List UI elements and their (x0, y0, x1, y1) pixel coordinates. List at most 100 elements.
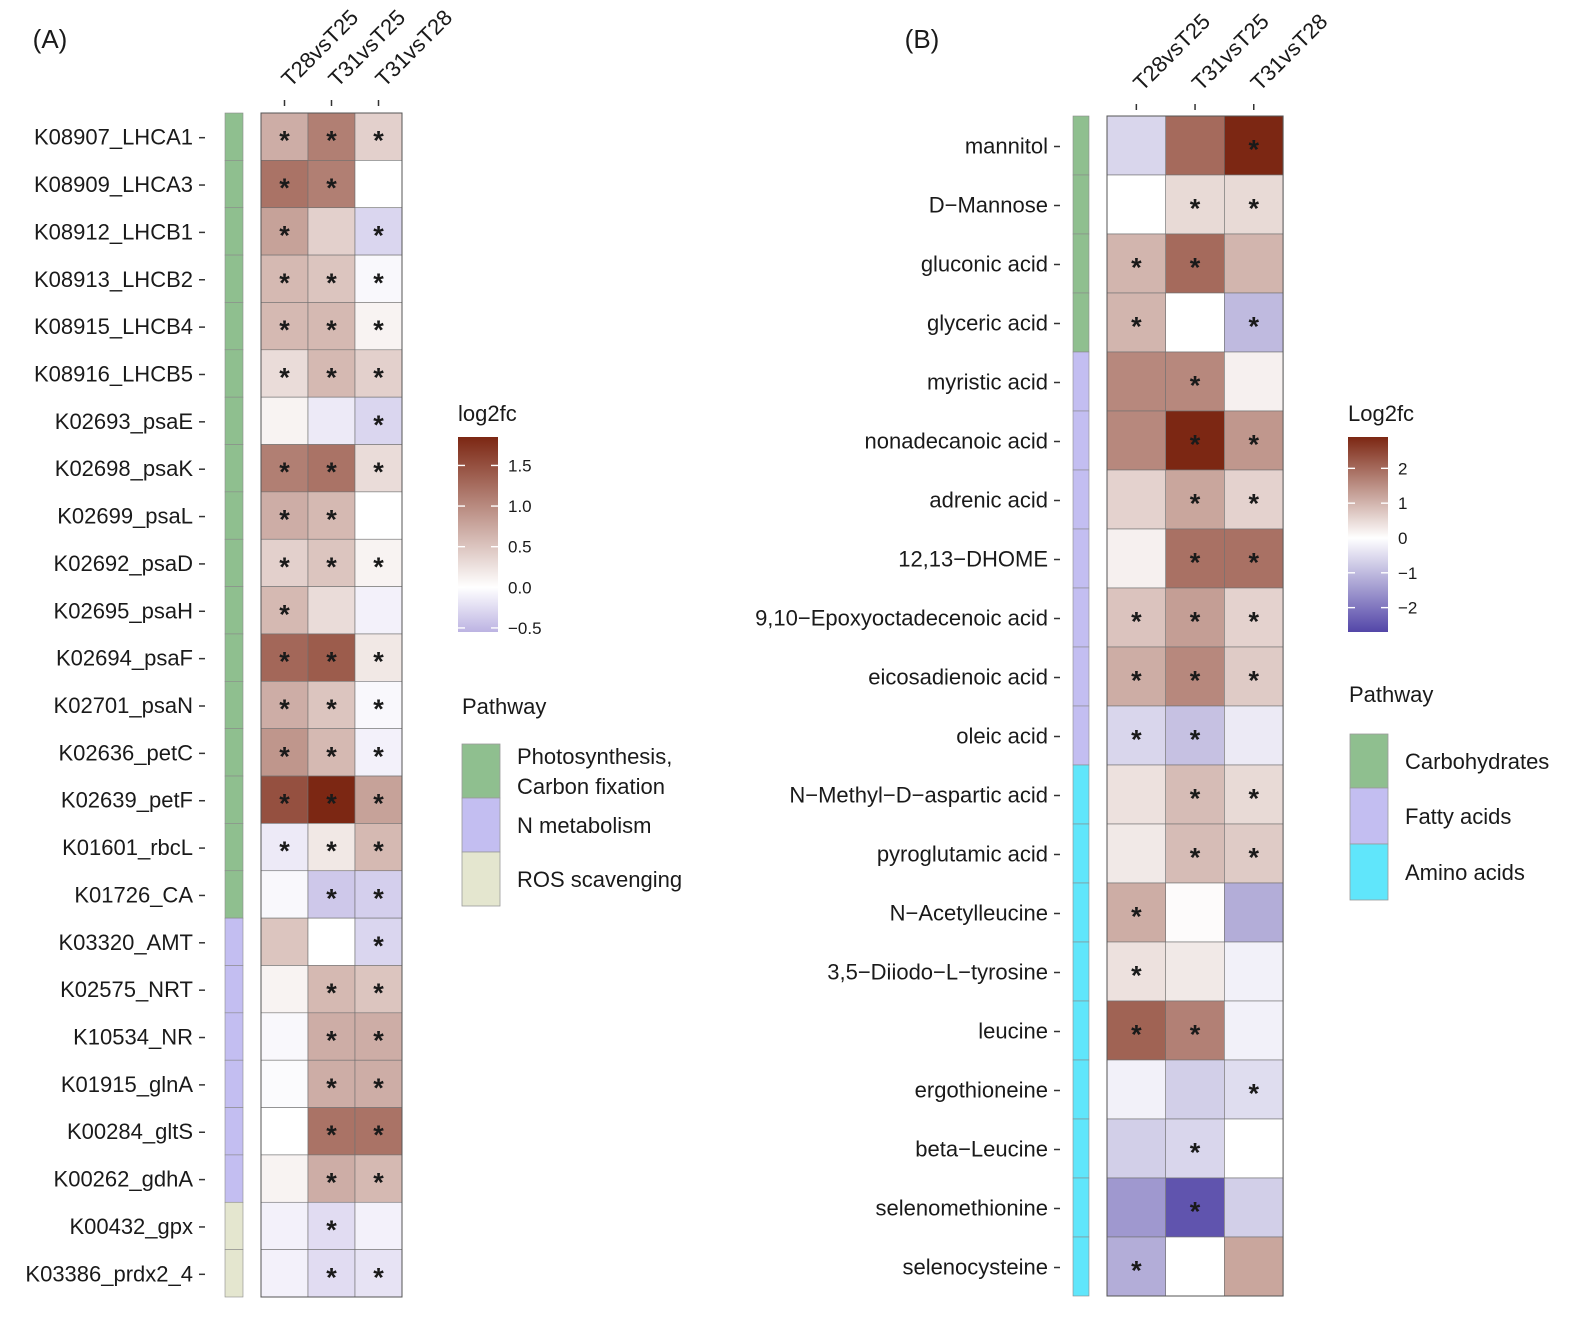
significance-marker: * (326, 836, 337, 866)
significance-marker: * (1190, 489, 1201, 519)
heatmap-cell (1165, 1236, 1225, 1297)
significance-marker: * (373, 931, 384, 961)
pathway-legend-label: Carbohydrates (1405, 749, 1549, 774)
pathway-strip-cell (224, 160, 244, 209)
row-label: K02698_psaK (55, 456, 194, 481)
heatmap-cell (354, 1249, 403, 1298)
heatmap-cell (354, 1107, 403, 1156)
colorbar-tick-label: 1 (1398, 494, 1407, 513)
heatmap-cell (1165, 1118, 1225, 1179)
pathway-strip-cell (224, 396, 244, 445)
significance-marker: * (373, 694, 384, 724)
significance-marker: * (1190, 666, 1201, 696)
significance-marker: * (1248, 489, 1259, 519)
heatmap-cell (354, 207, 403, 256)
significance-marker: * (326, 978, 337, 1008)
row-label: K02693_psaE (55, 409, 193, 434)
heatmap-cell (260, 112, 309, 161)
heatmap-cell (307, 870, 356, 919)
pathway-strip-cell (1072, 646, 1090, 707)
row-label: 9,10−Epoxyoctadecenoic acid (755, 606, 1048, 631)
significance-marker: * (373, 1073, 384, 1103)
heatmap-cell (1106, 233, 1167, 294)
heatmap-cell (1224, 410, 1284, 471)
heatmap-cell (260, 1107, 309, 1156)
colorbar-title: Log2fc (1348, 401, 1414, 426)
heatmap-cell (354, 160, 403, 209)
heatmap-cell (307, 207, 356, 256)
heatmap-cell (354, 965, 403, 1014)
significance-marker: * (279, 220, 290, 250)
pathway-legend-key (1349, 733, 1389, 789)
row-label: K01915_glnA (61, 1072, 193, 1097)
heatmap-cell (1165, 292, 1225, 353)
significance-marker: * (326, 126, 337, 156)
significance-marker: * (326, 1120, 337, 1150)
colorbar-tick-label: 1.5 (508, 456, 532, 475)
significance-marker: * (373, 978, 384, 1008)
significance-marker: * (279, 126, 290, 156)
significance-marker: * (279, 836, 290, 866)
significance-marker: * (1248, 194, 1259, 224)
heatmap-cell (1106, 882, 1167, 943)
heatmap-cell (307, 728, 356, 777)
heatmap-cell (307, 1154, 356, 1203)
heatmap-cell (260, 444, 309, 493)
row-label: K01601_rbcL (62, 835, 193, 860)
heatmap-cell (1224, 882, 1284, 943)
significance-marker: * (1248, 607, 1259, 637)
heatmap-cell (1165, 1059, 1225, 1120)
heatmap-cell (260, 302, 309, 351)
significance-marker: * (326, 647, 337, 677)
significance-marker: * (326, 883, 337, 913)
heatmap-cell (1224, 941, 1284, 1002)
heatmap-cell (1224, 351, 1284, 412)
significance-marker: * (279, 552, 290, 582)
significance-marker: * (373, 126, 384, 156)
heatmap-cell (1165, 587, 1225, 648)
panel-label: (B) (905, 24, 940, 54)
row-label: K03320_AMT (58, 930, 193, 955)
significance-marker: * (326, 362, 337, 392)
significance-marker: * (1190, 430, 1201, 460)
significance-marker: * (373, 647, 384, 677)
significance-marker: * (326, 789, 337, 819)
significance-marker: * (373, 268, 384, 298)
row-label: K08913_LHCB2 (34, 267, 193, 292)
pathway-legend-label: N metabolism (517, 813, 651, 838)
row-label: adrenic acid (929, 488, 1048, 513)
heatmap-cell (1165, 764, 1225, 825)
row-label: K08909_LHCA3 (34, 172, 193, 197)
heatmap-cell (307, 1012, 356, 1061)
row-label: K02695_psaH (54, 598, 193, 623)
heatmap-cell (1106, 410, 1167, 471)
colorbar-tick-label: 0 (1398, 529, 1407, 548)
heatmap-border (260, 112, 403, 1298)
row-label: ergothioneine (915, 1078, 1048, 1103)
significance-marker: * (1248, 548, 1259, 578)
significance-marker: * (373, 883, 384, 913)
row-label: K08907_LHCA1 (34, 125, 193, 150)
row-label: K00262_gdhA (54, 1167, 194, 1192)
heatmap-cell (307, 160, 356, 209)
heatmap-cell (354, 1012, 403, 1061)
heatmap-cell (354, 254, 403, 303)
row-label: pyroglutamic acid (877, 842, 1048, 867)
heatmap-cell (1165, 233, 1225, 294)
heatmap-cell (1224, 705, 1284, 766)
heatmap-cell (1224, 1000, 1284, 1061)
significance-marker: * (1190, 548, 1201, 578)
pathway-strip-cell (224, 349, 244, 398)
heatmap-cell (1106, 1059, 1167, 1120)
heatmap-cell (260, 1012, 309, 1061)
significance-marker: * (1190, 371, 1201, 401)
heatmap-cell (307, 444, 356, 493)
significance-marker: * (373, 789, 384, 819)
pathway-legend-key (1349, 787, 1389, 845)
heatmap-cell (307, 349, 356, 398)
significance-marker: * (373, 457, 384, 487)
row-label: selenomethionine (876, 1196, 1048, 1221)
heatmap-cell (1224, 1118, 1284, 1179)
significance-marker: * (326, 173, 337, 203)
